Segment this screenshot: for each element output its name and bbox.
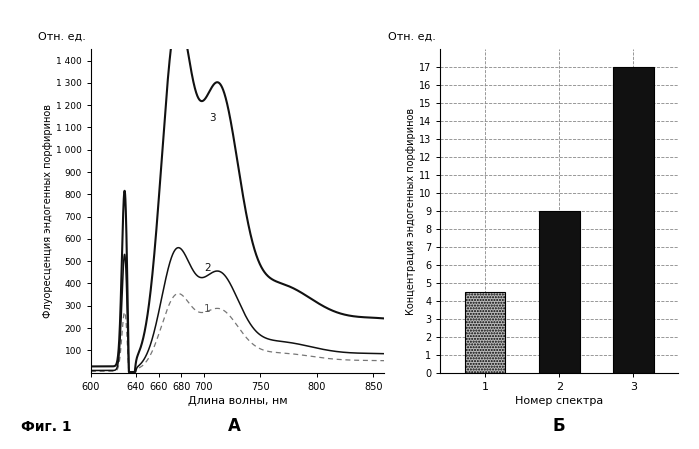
Bar [465,292,505,373]
Bar [539,211,579,373]
Text: 3: 3 [210,113,216,123]
Text: 2: 2 [204,263,210,273]
Text: A: A [228,417,240,435]
Text: 1: 1 [204,304,210,314]
Text: Фиг. 1: Фиг. 1 [21,420,71,434]
Bar [613,67,654,373]
Text: Отн. ед.: Отн. ед. [38,32,86,42]
X-axis label: Номер спектра: Номер спектра [515,396,603,406]
Y-axis label: Флуоресценция эндогенных порфиринов: Флуоресценция эндогенных порфиринов [43,104,53,318]
Text: Б: Б [553,417,565,435]
Y-axis label: Концентрация эндогенных порфиринов: Концентрация эндогенных порфиринов [406,107,416,315]
Text: Отн. ед.: Отн. ед. [388,32,436,42]
X-axis label: Длина волны, нм: Длина волны, нм [188,396,287,406]
